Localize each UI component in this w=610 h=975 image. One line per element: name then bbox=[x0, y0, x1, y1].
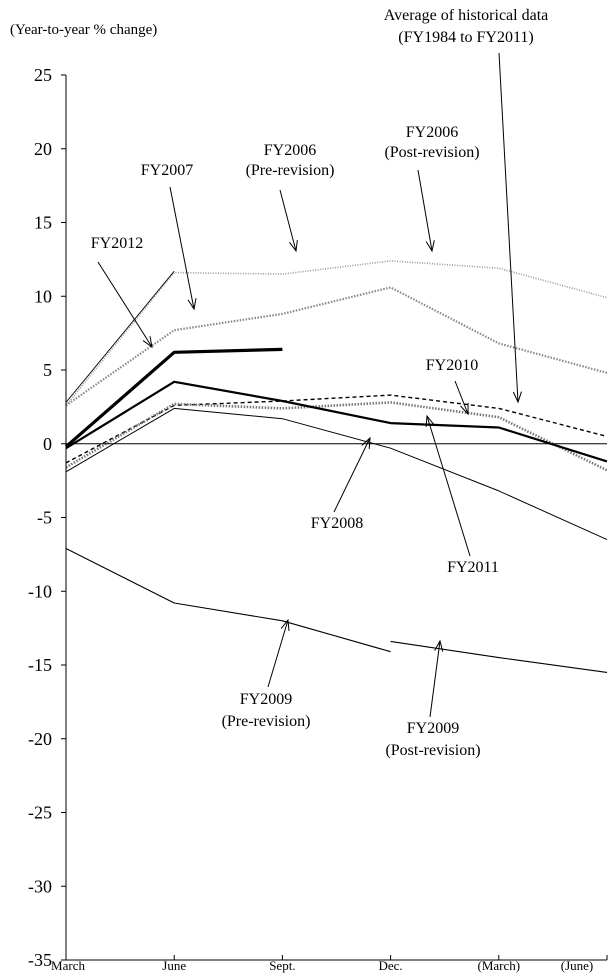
y-tick-label: 5 bbox=[43, 360, 52, 380]
annotation-arrow-fy2008 bbox=[334, 438, 370, 512]
annotation-fy2011: FY2011 bbox=[447, 559, 499, 576]
annotation-fy2009-pre: FY2009 bbox=[240, 691, 292, 708]
series-line-fy2006-post-revision bbox=[66, 271, 174, 402]
series-line-fy2009-pre-revision bbox=[66, 549, 391, 652]
y-tick-label: 20 bbox=[34, 139, 52, 159]
annotation-fy2009-post: (Post-revision) bbox=[385, 742, 480, 759]
annotation-fy2009-pre: (Pre-revision) bbox=[222, 713, 311, 730]
series-line-fy2007 bbox=[66, 287, 607, 405]
annotation-fy2006-pre: FY2006 bbox=[264, 142, 316, 159]
annotation-fy2008: FY2008 bbox=[311, 515, 363, 532]
y-tick-label: -30 bbox=[28, 876, 52, 896]
series-line-fy2012 bbox=[66, 349, 282, 446]
y-axis-label: (Year-to-year % change) bbox=[10, 22, 157, 38]
series-line-fy2009-post-revision bbox=[391, 641, 607, 672]
annotation-arrow-fy2007 bbox=[170, 187, 196, 309]
y-tick-label: -5 bbox=[37, 508, 52, 528]
annotation-fy2006-post: FY2006 bbox=[406, 124, 458, 141]
series-lines bbox=[66, 261, 607, 673]
series-line-fy2006-pre-revision bbox=[66, 261, 607, 406]
series-line-average-of-historical-data-fy1984-to-fy2011 bbox=[66, 395, 607, 463]
annotation-fy2006-post: (Post-revision) bbox=[384, 144, 479, 161]
annotation-arrow-fy2009-pre bbox=[268, 620, 289, 687]
y-axis-ticks: 25 20 15 10 5 0 -5 -10 -15 -20 -25 -30 -35 bbox=[28, 65, 66, 970]
annotation-fy2007: FY2007 bbox=[141, 162, 193, 179]
annotation-arrow-average bbox=[499, 53, 522, 402]
annotation-average: Average of historical data bbox=[384, 7, 549, 24]
annotation-arrow-fy2010 bbox=[455, 381, 468, 414]
y-tick-label: 0 bbox=[43, 434, 52, 454]
y-tick-label: 10 bbox=[34, 286, 52, 306]
y-tick-label: -20 bbox=[28, 729, 52, 749]
annotations: FY2007 FY2006 (Pre-revision) FY2006 (Post-re… bbox=[91, 7, 548, 759]
y-tick-label: -15 bbox=[28, 655, 52, 675]
y-tick-label: 15 bbox=[34, 213, 52, 233]
annotation-arrow-fy2006-pre bbox=[280, 190, 297, 251]
annotation-arrow-fy2009-post bbox=[430, 641, 443, 717]
annotation-fy2010: FY2010 bbox=[426, 357, 478, 374]
annotation-arrow-fy2011 bbox=[426, 416, 470, 556]
y-tick-label: -35 bbox=[28, 950, 52, 970]
y-tick-label: -10 bbox=[28, 581, 52, 601]
series-line-fy2011 bbox=[66, 382, 607, 462]
x-axis-ticks: MarchJuneSept.Dec.(March)Forecast(June)A… bbox=[51, 955, 610, 975]
annotation-arrow-fy2006-post bbox=[418, 170, 434, 251]
annotation-fy2012: FY2012 bbox=[91, 235, 143, 252]
annotation-fy2006-pre: (Pre-revision) bbox=[246, 162, 335, 179]
y-tick-label: 25 bbox=[34, 65, 52, 85]
y-tick-label: -25 bbox=[28, 803, 52, 823]
annotation-average: (FY1984 to FY2011) bbox=[398, 29, 533, 46]
annotation-fy2009-post: FY2009 bbox=[407, 720, 459, 737]
annotation-arrow-fy2012 bbox=[98, 262, 152, 347]
